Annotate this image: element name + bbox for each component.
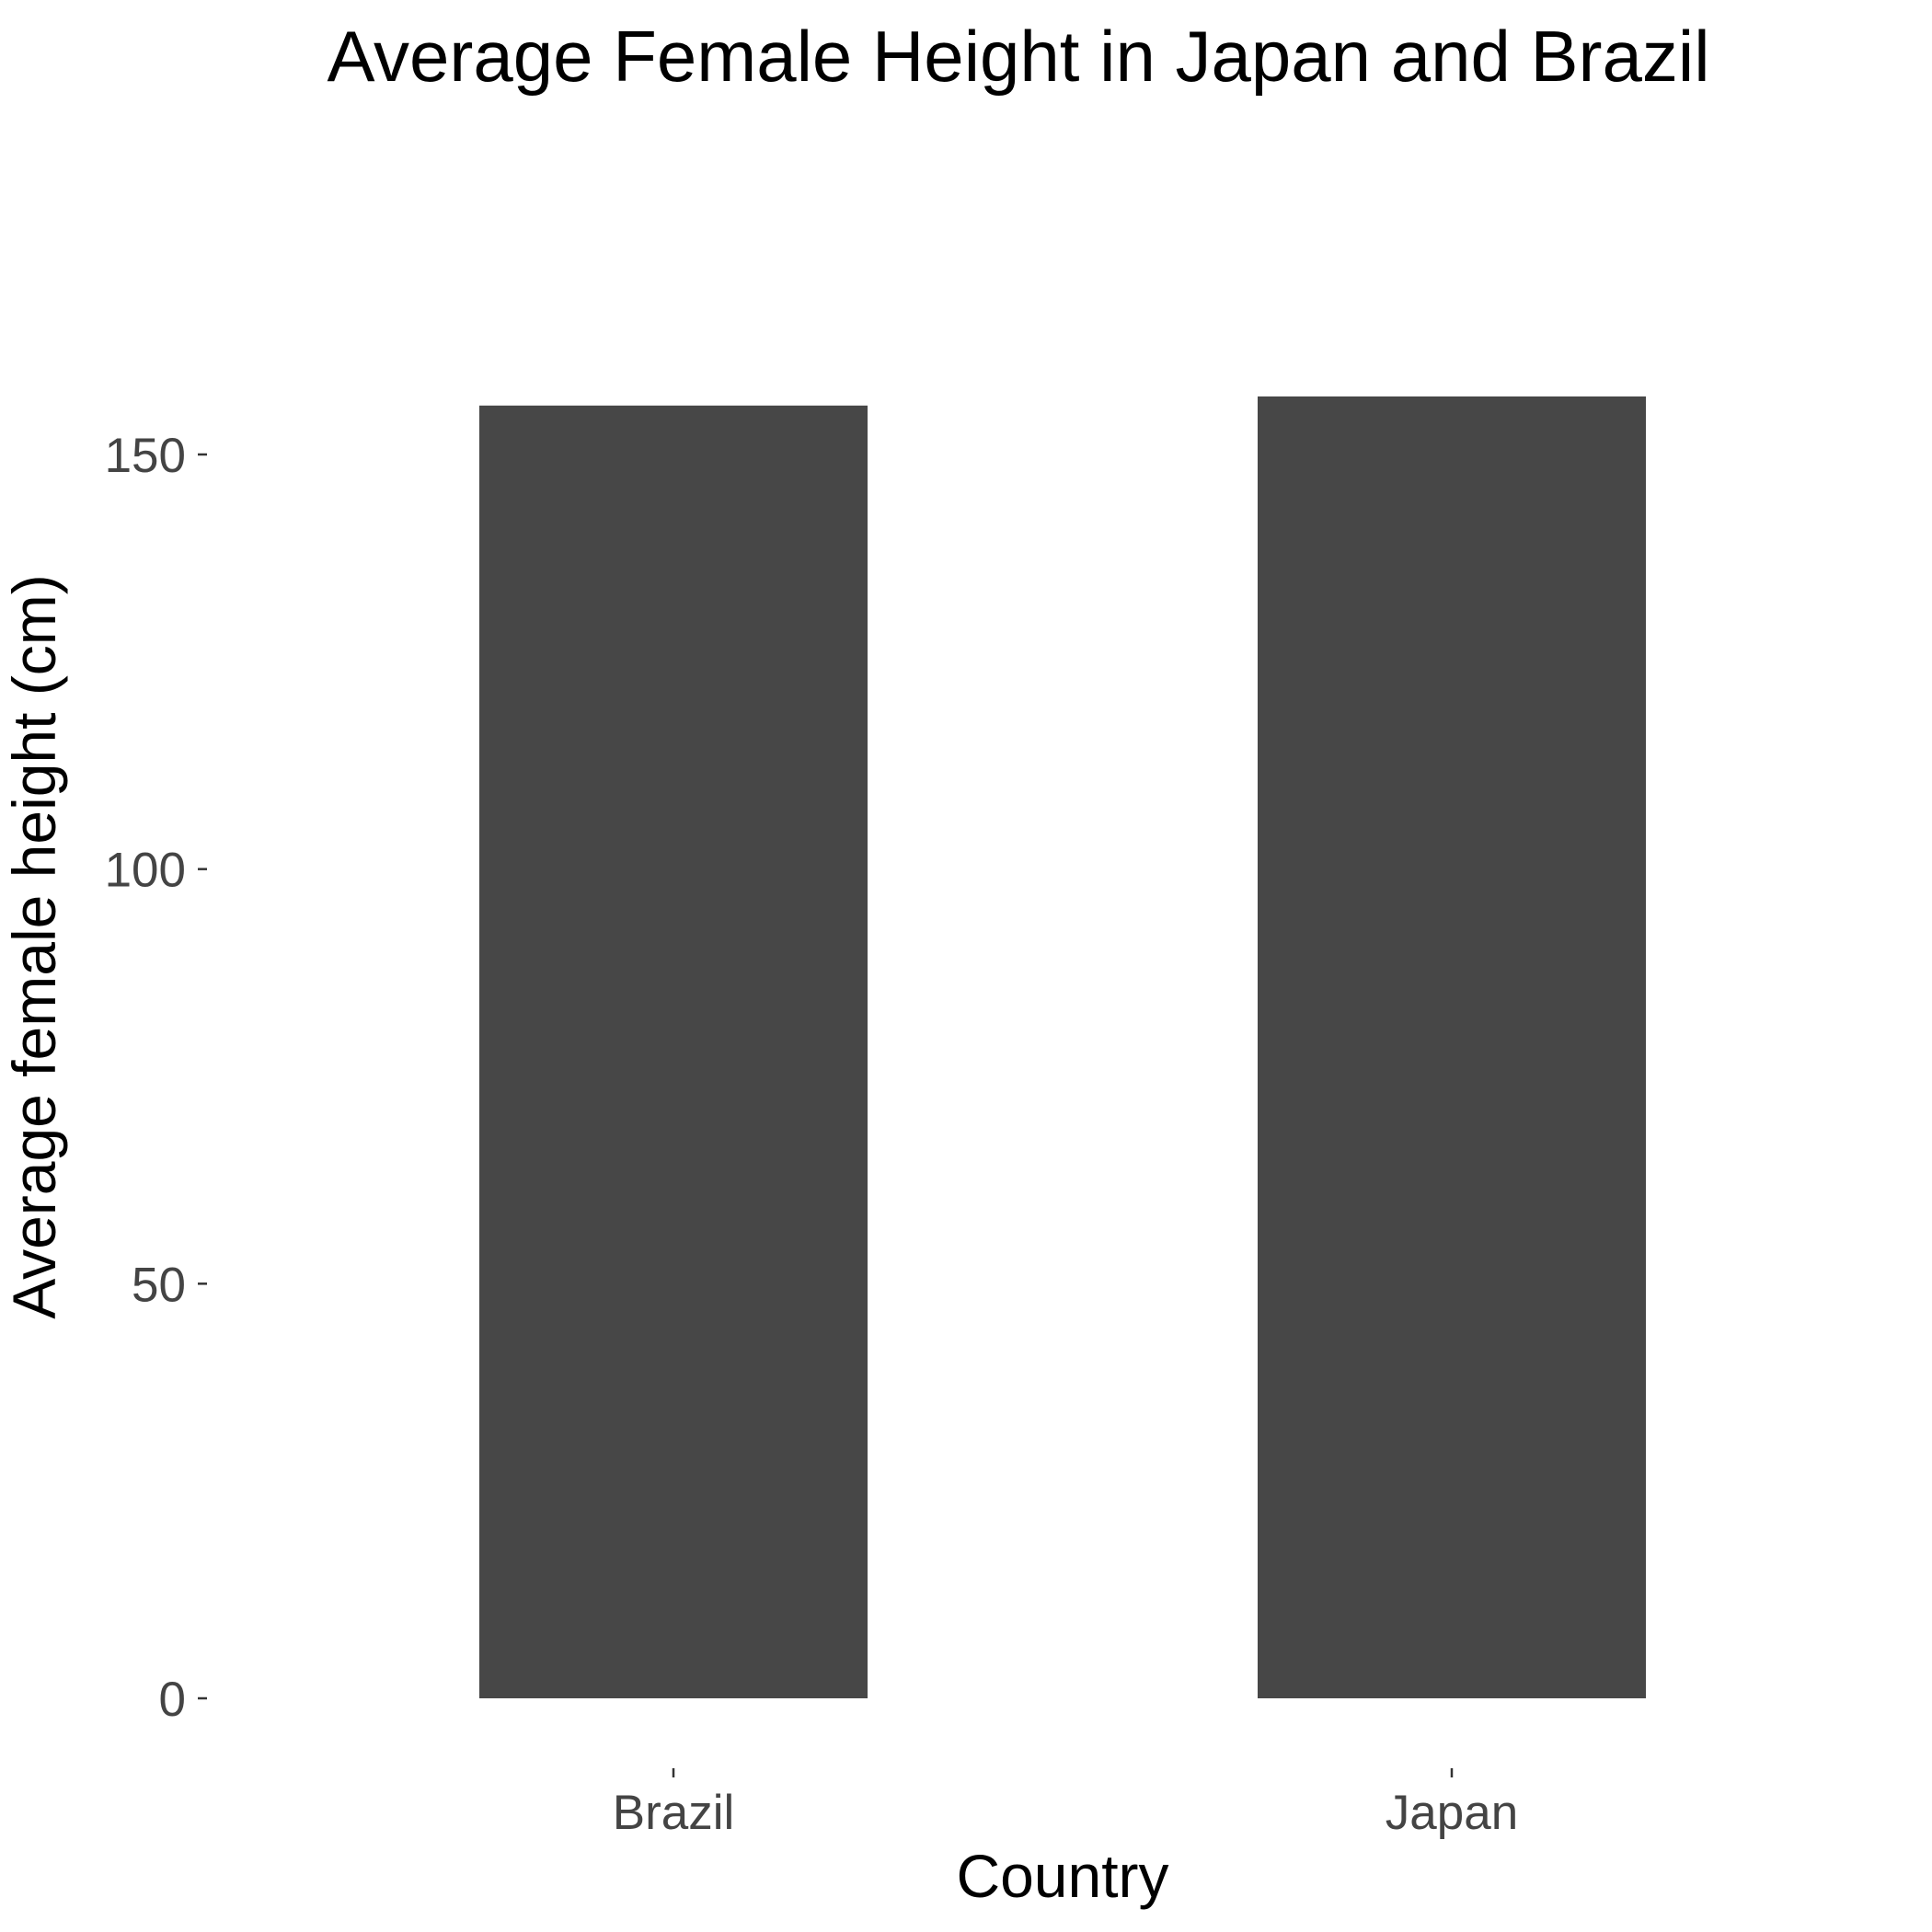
x-axis-title: Country <box>956 1842 1168 1910</box>
y-tick-label: 0 <box>159 1673 186 1727</box>
chart-title: Average Female Height in Japan and Brazi… <box>327 16 1709 97</box>
x-tick-label: Brazil <box>613 1786 735 1840</box>
y-axis: 0 50 100 150 <box>105 429 207 1727</box>
x-tick-label: Japan <box>1386 1786 1518 1840</box>
y-tick-label: 150 <box>105 429 186 483</box>
bar-brazil <box>479 405 868 1699</box>
y-tick-label: 50 <box>132 1258 186 1312</box>
bars <box>479 396 1646 1699</box>
y-axis-title: Average female height (cm) <box>0 574 68 1319</box>
bar-japan <box>1258 396 1646 1698</box>
x-axis: Brazil Japan <box>613 1768 1518 1840</box>
y-tick-label: 100 <box>105 844 186 898</box>
